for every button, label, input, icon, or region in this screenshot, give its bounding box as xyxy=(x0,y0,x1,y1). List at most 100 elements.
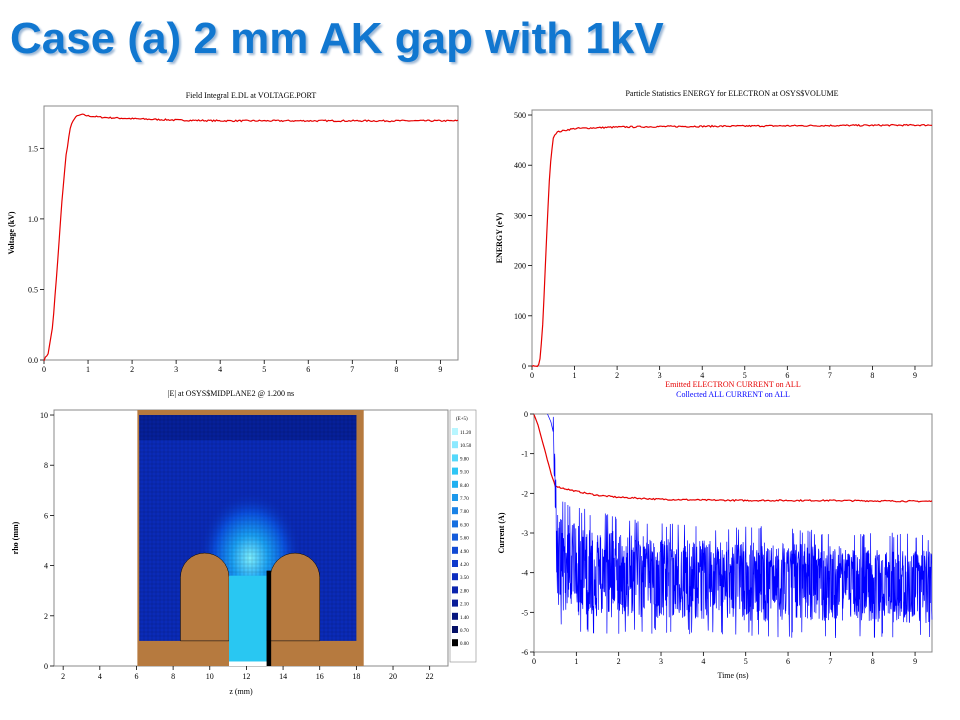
y-tick-label: 10 xyxy=(40,411,48,420)
colorbar-label: 7.70 xyxy=(460,497,469,502)
x-axis-label: Time (ns) xyxy=(717,671,748,680)
x-tick-label: 7 xyxy=(828,657,832,666)
x-tick-label: 6 xyxy=(134,672,138,681)
x-tick-label: 1 xyxy=(86,365,90,374)
colorbar-label: 2.80 xyxy=(460,589,469,594)
x-tick-label: 22 xyxy=(426,672,434,681)
colorbar-swatch xyxy=(452,639,458,647)
x-tick-label: 6 xyxy=(306,365,310,374)
y-tick-label: 100 xyxy=(514,312,526,321)
y-tick-label: 500 xyxy=(514,111,526,120)
x-tick-label: 8 xyxy=(871,657,875,666)
chart-title: Field Integral E.DL at VOLTAGE.PORT xyxy=(186,91,317,100)
plot-frame xyxy=(43,105,459,361)
legend-entry: Collected ALL CURRENT on ALL xyxy=(676,390,790,399)
y-tick-label: -6 xyxy=(521,648,528,657)
x-tick-label: 3 xyxy=(658,371,662,378)
x-tick-label: 5 xyxy=(744,657,748,666)
x-tick-label: 0 xyxy=(532,657,536,666)
slide-title: Case (a) 2 mm AK gap with 1kV xyxy=(10,14,664,63)
colorbar-label: 5.60 xyxy=(460,537,469,542)
colorbar-swatch xyxy=(452,441,458,449)
x-tick-label: 9 xyxy=(913,657,917,666)
y-tick-label: -4 xyxy=(521,569,528,578)
gap-dark-line xyxy=(266,570,272,666)
y-tick-label: 0.5 xyxy=(28,285,38,294)
colorbar-swatch xyxy=(452,586,458,594)
x-tick-label: 8 xyxy=(870,371,874,378)
colorbar-swatch xyxy=(452,520,458,528)
chart-voltage: Field Integral E.DL at VOLTAGE.PORT 0 1 2 3 4… xyxy=(7,91,459,374)
x-tick-label: 2 xyxy=(130,365,134,374)
y-tick-label: 0 xyxy=(522,362,526,371)
x-tick-label: 1 xyxy=(573,371,577,378)
x-tick-label: 6 xyxy=(786,657,790,666)
y-tick-label: 0.0 xyxy=(28,356,38,365)
x-tick-label: 8 xyxy=(394,365,398,374)
y-tick-label: 1.0 xyxy=(28,215,38,224)
series-line-0 xyxy=(533,414,933,503)
colorbar-swatch xyxy=(452,599,458,607)
colorbar-label: 9.80 xyxy=(460,457,469,462)
colorbar-label: 0.00 xyxy=(460,642,469,647)
x-axis-label: z (mm) xyxy=(229,687,253,696)
colorbar-swatch xyxy=(452,626,458,633)
legend-entry: Emitted ELECTRON CURRENT on ALL xyxy=(665,380,801,389)
colorbar-swatch xyxy=(452,494,458,501)
y-tick-label: 1.5 xyxy=(28,144,38,153)
y-tick-label: -2 xyxy=(521,489,528,498)
chart-field-map: |E| at OSYS$MIDPLANE2 @ 1.200 ns 2 4 6 8 10 12… xyxy=(11,389,477,696)
colorbar-swatch xyxy=(452,533,458,541)
colorbar-swatch xyxy=(452,467,458,475)
chart-title: |E| at OSYS$MIDPLANE2 @ 1.200 ns xyxy=(168,389,294,398)
series-line-1 xyxy=(547,413,933,639)
x-tick-label: 1 xyxy=(574,657,578,666)
colorbar-label: 8.40 xyxy=(460,484,469,489)
y-tick-label: 6 xyxy=(44,511,48,520)
colorbar-header: (E+5) xyxy=(456,417,468,422)
x-tick-label: 8 xyxy=(171,672,175,681)
x-tick-label: 6 xyxy=(785,371,789,378)
colorbar-label: 0.70 xyxy=(460,629,469,634)
colorbar-label: 2.10 xyxy=(460,603,469,608)
x-tick-label: 0 xyxy=(42,365,46,374)
x-tick-label: 16 xyxy=(316,672,324,681)
colorbar-swatch xyxy=(452,480,458,488)
y-tick-label: 2 xyxy=(44,612,48,621)
y-tick-label: 8 xyxy=(44,461,48,470)
x-tick-label: 14 xyxy=(279,672,287,681)
cathode-electrode xyxy=(180,553,230,642)
x-tick-label: 7 xyxy=(828,371,832,378)
colorbar-label: 3.50 xyxy=(460,576,469,581)
y-tick-label: -1 xyxy=(521,450,528,459)
y-axis-label: Voltage (kV) xyxy=(7,211,16,254)
chart-energy: Particle Statistics ENERGY for ELECTRON … xyxy=(495,89,933,378)
y-axis-label: rho (mm) xyxy=(11,521,20,554)
colorbar-label: 6.30 xyxy=(460,523,469,528)
series-line-0 xyxy=(43,113,459,362)
x-tick-label: 12 xyxy=(242,672,250,681)
y-tick-label: -3 xyxy=(521,529,528,538)
colorbar-swatch xyxy=(452,546,458,554)
x-tick-label: 5 xyxy=(262,365,266,374)
chart-current: Emitted ELECTRON CURRENT on ALLCollected… xyxy=(497,380,933,680)
gap-bottom xyxy=(229,661,267,666)
x-tick-label: 3 xyxy=(174,365,178,374)
colorbar-label: 1.40 xyxy=(460,616,469,621)
x-tick-label: 4 xyxy=(218,365,222,374)
x-tick-label: 0 xyxy=(530,371,534,378)
plot-frame xyxy=(531,109,933,367)
colorbar-swatch xyxy=(452,612,458,620)
y-axis-label: Current (A) xyxy=(497,512,506,553)
colorbar-swatch xyxy=(452,507,458,515)
y-tick-label: 4 xyxy=(44,562,48,571)
y-tick-label: 0 xyxy=(524,410,528,419)
colorbar-label: 10.50 xyxy=(460,444,472,449)
series-line-0 xyxy=(531,123,933,368)
colorbar-swatch xyxy=(452,573,458,581)
colorbar-swatch xyxy=(452,428,458,435)
x-tick-label: 4 xyxy=(701,657,705,666)
colorbar-label: 4.90 xyxy=(460,550,469,555)
gap-field xyxy=(229,575,267,666)
y-tick-label: 300 xyxy=(514,211,526,220)
